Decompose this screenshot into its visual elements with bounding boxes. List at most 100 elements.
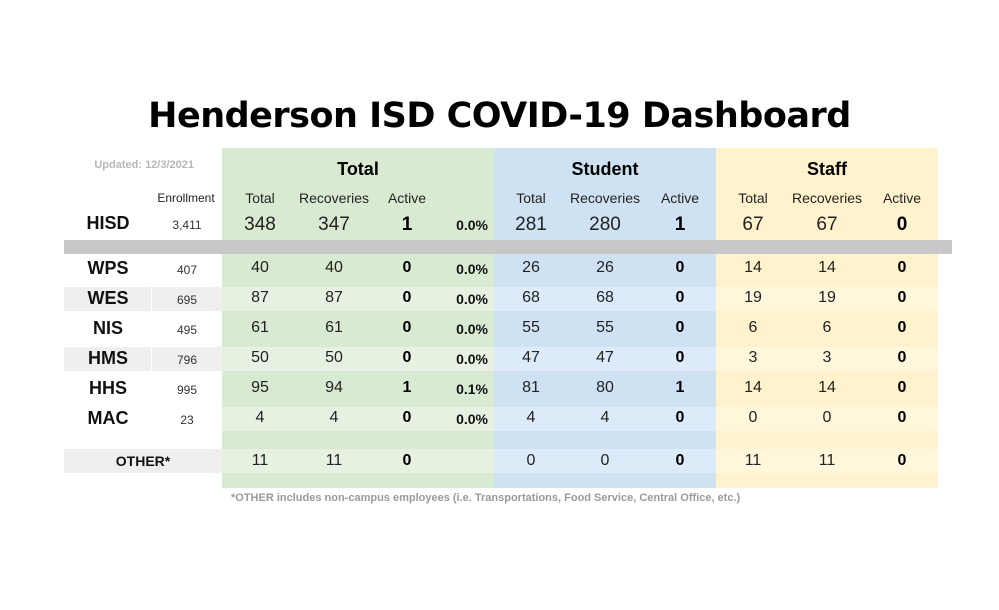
- district-name: HISD: [86, 213, 130, 233]
- total-active-pct: 0.0%: [456, 261, 488, 277]
- column-header-total: Total: [245, 190, 275, 206]
- staff-total: 11: [744, 452, 762, 469]
- school-name: WES: [87, 288, 129, 308]
- student-total: 47: [522, 349, 540, 366]
- total-total: 87: [251, 289, 269, 306]
- student-recoveries: 55: [596, 319, 614, 336]
- school-enrollment: 695: [176, 293, 198, 307]
- total-active: 0: [402, 319, 412, 336]
- staff-total: 19: [744, 289, 762, 306]
- student-total: 26: [522, 259, 540, 276]
- total-active-pct: 0.0%: [456, 217, 488, 233]
- staff-recoveries: 11: [818, 452, 836, 469]
- updated-date: Updated: 12/3/2021: [94, 159, 194, 171]
- student-recoveries: 80: [596, 379, 614, 396]
- total-recoveries: 50: [325, 349, 343, 366]
- student-total: 4: [526, 409, 536, 426]
- other-name: OTHER*: [115, 453, 171, 469]
- staff-total: 14: [744, 259, 762, 276]
- total-active-pct: 0.0%: [456, 411, 488, 427]
- staff-recoveries: 0: [822, 409, 832, 426]
- total-active: 1: [401, 214, 413, 235]
- student-active: 1: [675, 379, 685, 396]
- student-active: 0: [675, 289, 685, 306]
- student-active: 0: [675, 349, 685, 366]
- staff-active: 0: [897, 409, 907, 426]
- staff-recoveries: 14: [818, 379, 836, 396]
- column-header-total: Total: [516, 190, 546, 206]
- student-total: 0: [526, 452, 536, 469]
- total-total: 95: [251, 379, 269, 396]
- total-recoveries: 11: [325, 452, 343, 469]
- staff-total: 67: [742, 214, 764, 235]
- district-enrollment: 3,411: [172, 218, 202, 232]
- school-name: WPS: [87, 258, 129, 278]
- student-recoveries: 26: [596, 259, 614, 276]
- school-name: HMS: [88, 348, 128, 368]
- school-enrollment: 495: [176, 323, 198, 337]
- total-panel: [222, 148, 494, 488]
- total-active-pct: 0.0%: [456, 351, 488, 367]
- total-active: 1: [402, 379, 412, 396]
- total-recoveries: 4: [329, 409, 339, 426]
- staff-active: 0: [897, 349, 907, 366]
- divider-bar: [64, 240, 952, 254]
- column-header-enrollment: Enrollment: [157, 191, 215, 205]
- total-total: 4: [255, 409, 265, 426]
- student-total: 281: [515, 214, 547, 235]
- student-active: 0: [675, 409, 685, 426]
- column-header-active: Active: [660, 190, 700, 206]
- total-active-pct: 0.0%: [456, 321, 488, 337]
- total-recoveries: 94: [325, 379, 343, 396]
- staff-active: 0: [897, 259, 907, 276]
- total-total: 348: [244, 214, 276, 235]
- student-total: 55: [522, 319, 540, 336]
- staff-recoveries: 19: [818, 289, 836, 306]
- total-recoveries: 87: [325, 289, 343, 306]
- staff-active: 0: [897, 452, 907, 469]
- total-total: 61: [251, 319, 269, 336]
- student-active: 0: [675, 452, 685, 469]
- school-enrollment: 23: [180, 413, 194, 427]
- total-recoveries: 61: [325, 319, 343, 336]
- school-name: NIS: [92, 318, 123, 338]
- column-header-recoveries: Recoveries: [298, 190, 370, 206]
- school-name: MAC: [87, 408, 129, 428]
- staff-panel: [716, 148, 938, 488]
- total-active: 0: [402, 452, 412, 469]
- footnote: *OTHER includes non-campus employees (i.…: [231, 492, 741, 504]
- staff-total: 3: [748, 349, 758, 366]
- student-recoveries: 68: [596, 289, 614, 306]
- group-header-staff: Staff: [807, 159, 847, 179]
- student-recoveries: 280: [589, 214, 621, 235]
- group-header-student: Student: [571, 159, 639, 179]
- student-active: 1: [674, 214, 686, 235]
- student-total: 81: [522, 379, 540, 396]
- school-enrollment: 995: [176, 383, 198, 397]
- staff-active: 0: [897, 319, 907, 336]
- total-active: 0: [402, 349, 412, 366]
- total-active-pct: 0.1%: [456, 381, 488, 397]
- staff-recoveries: 3: [822, 349, 832, 366]
- student-recoveries: 0: [600, 452, 610, 469]
- total-active: 0: [402, 409, 412, 426]
- student-recoveries: 4: [600, 409, 610, 426]
- student-active: 0: [675, 319, 685, 336]
- staff-active: 0: [896, 214, 908, 235]
- column-header-recoveries: Recoveries: [569, 190, 641, 206]
- school-enrollment: 407: [176, 263, 198, 277]
- column-header-total: Total: [738, 190, 768, 206]
- staff-total: 14: [744, 379, 762, 396]
- total-total: 11: [251, 452, 269, 469]
- staff-active: 0: [897, 379, 907, 396]
- student-active: 0: [675, 259, 685, 276]
- staff-active: 0: [897, 289, 907, 306]
- school-name: HHS: [88, 378, 127, 398]
- staff-recoveries: 14: [818, 259, 836, 276]
- column-header-active: Active: [882, 190, 922, 206]
- total-total: 40: [251, 259, 269, 276]
- staff-recoveries: 6: [822, 319, 832, 336]
- student-total: 68: [522, 289, 540, 306]
- total-active-pct: 0.0%: [456, 291, 488, 307]
- total-total: 50: [251, 349, 269, 366]
